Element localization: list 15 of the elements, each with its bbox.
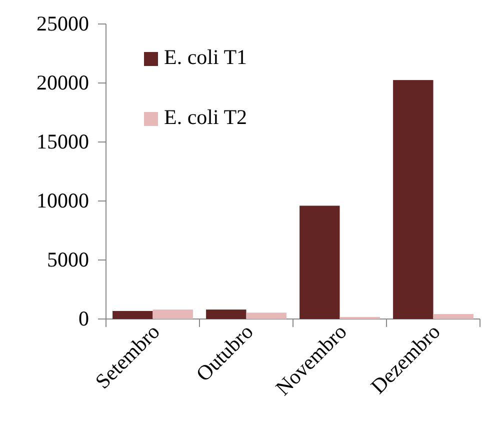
bar [393,80,434,319]
y-tick-label: 0 [78,306,89,331]
bar [112,310,153,319]
y-tick-label: 15000 [36,130,89,154]
bar [300,206,340,319]
bar [433,314,474,319]
y-tick-label: 5000 [47,248,89,272]
bar [246,312,286,319]
legend-label: E. coli T1 [164,45,248,69]
y-tick-label: 10000 [36,188,89,213]
legend-label: E. coli T2 [164,105,248,129]
y-tick-label: 20000 [36,70,89,95]
bar [152,310,193,319]
bar [206,310,246,319]
y-tick-label: 25000 [36,12,89,36]
